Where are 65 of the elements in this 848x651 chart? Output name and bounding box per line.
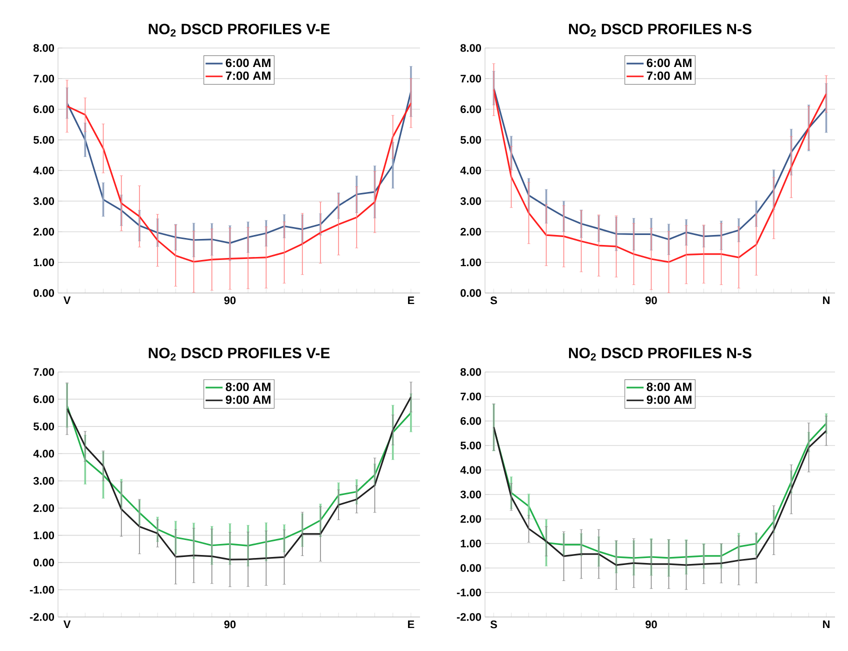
y-tick-label: 6.00 — [460, 417, 482, 425]
x-tick-label: 90 — [224, 296, 236, 304]
y-tick-label: 0.00 — [34, 558, 54, 566]
legend-label: 6:00 AM — [226, 58, 270, 68]
line-series — [66, 102, 412, 263]
y-tick-label: 0.00 — [460, 289, 482, 297]
y-tick-label: -1.00 — [30, 586, 54, 594]
chart-title: NO$_{2}$ DSCD PROFILES V-E — [148, 24, 330, 36]
x-tick-label: E — [408, 620, 414, 628]
y-tick-label: 8.00 — [460, 44, 482, 52]
line-series — [66, 90, 412, 244]
y-tick-label: 5.00 — [34, 422, 54, 430]
y-tick-label: 5.00 — [460, 442, 482, 450]
legend-label: 7:00 AM — [226, 71, 270, 80]
y-tick-label: 4.00 — [460, 166, 482, 174]
legend-label: 8:00 AM — [226, 382, 270, 392]
y-tick-label: 2.00 — [460, 228, 482, 236]
y-tick-label: -2.00 — [456, 613, 482, 621]
x-tick-label: N — [823, 620, 830, 628]
y-tick-label: 8.00 — [34, 44, 54, 52]
y-tick-label: 0.00 — [460, 564, 482, 572]
x-tick-label: 90 — [224, 620, 236, 628]
x-tick-label: 90 — [646, 296, 657, 304]
y-tick-label: 7.00 — [34, 74, 54, 82]
y-tick-label: 3.00 — [460, 490, 482, 498]
y-tick-label: 6.00 — [460, 105, 482, 114]
x-tick-label: 90 — [646, 620, 657, 628]
y-tick-label: 1.00 — [460, 540, 482, 548]
x-tick-label: N — [823, 296, 830, 304]
y-tick-label: 5.00 — [460, 136, 482, 144]
y-tick-label: 2.00 — [460, 515, 482, 523]
chart-title: NO$_{2}$ DSCD PROFILES N-S — [569, 24, 752, 36]
y-tick-label: 5.00 — [34, 136, 54, 144]
y-tick-label: 0.00 — [34, 289, 54, 297]
legend-label: 7:00 AM — [646, 71, 692, 80]
y-tick-label: 2.00 — [34, 504, 54, 512]
legend-label: 9:00 AM — [226, 395, 270, 404]
y-tick-label: 7.00 — [460, 392, 482, 400]
legend-label: 6:00 AM — [646, 58, 692, 68]
y-tick-label: 7.00 — [460, 74, 482, 82]
chart-title: NO$_{2}$ DSCD PROFILES V-E — [148, 348, 330, 360]
y-tick-label: 1.00 — [34, 258, 54, 266]
y-tick-label: 3.00 — [33, 197, 54, 205]
y-tick-label: 4.00 — [33, 450, 54, 458]
y-tick-label: 4.00 — [460, 466, 482, 474]
y-tick-label: 1.00 — [34, 531, 54, 540]
y-tick-label: 6.00 — [34, 105, 54, 114]
y-tick-label: 3.00 — [460, 197, 482, 205]
x-tick-label: S — [490, 620, 497, 628]
y-tick-label: 1.00 — [460, 258, 482, 266]
y-tick-label: 6.00 — [34, 395, 54, 404]
x-tick-label: V — [63, 296, 71, 304]
y-tick-label: 3.00 — [33, 477, 54, 485]
y-tick-label: -1.00 — [456, 588, 482, 596]
legend-label: 8:00 AM — [646, 382, 692, 392]
y-tick-label: 4.00 — [33, 166, 54, 174]
y-tick-label: -2.00 — [30, 613, 54, 621]
x-tick-label: E — [408, 296, 414, 304]
legend-label: 9:00 AM — [646, 395, 692, 404]
y-tick-label: 7.00 — [34, 368, 54, 376]
x-tick-label: V — [63, 620, 71, 628]
y-tick-label: 8.00 — [460, 368, 482, 376]
x-tick-label: S — [490, 296, 497, 304]
y-tick-label: 2.00 — [34, 228, 54, 236]
chart-title: NO$_{2}$ DSCD PROFILES N-S — [569, 348, 752, 360]
